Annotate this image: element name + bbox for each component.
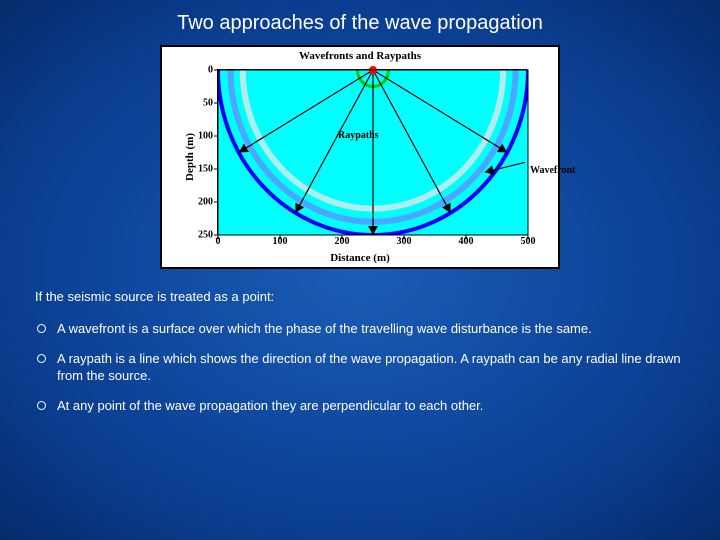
plot-svg	[218, 70, 528, 235]
chart-title: Wavefronts and Raypaths	[162, 50, 558, 62]
x-tick-label: 0	[216, 236, 221, 247]
x-tick-label: 300	[397, 236, 412, 247]
x-tick-label: 200	[335, 236, 350, 247]
chart-panel: Wavefronts and Raypaths Depth (m) Distan…	[162, 47, 558, 267]
y-tick-label: 250	[198, 230, 213, 241]
bullet-item: A raypath is a line which shows the dire…	[35, 344, 685, 391]
y-tick-label: 100	[198, 131, 213, 142]
intro-text: If the seismic source is treated as a po…	[0, 269, 720, 314]
raypaths-annotation: Raypaths	[338, 130, 379, 141]
chart-border: Wavefronts and Raypaths Depth (m) Distan…	[160, 45, 560, 269]
y-tick-label: 0	[208, 65, 213, 76]
bullet-item: A wavefront is a surface over which the …	[35, 314, 685, 344]
y-tick-label: 150	[198, 164, 213, 175]
x-tick-label: 500	[521, 236, 536, 247]
y-axis-label: Depth (m)	[184, 133, 196, 181]
bullet-item: At any point of the wave propagation the…	[35, 391, 685, 421]
chart-container: Wavefronts and Raypaths Depth (m) Distan…	[160, 45, 560, 269]
wavefront-annotation: Wavefront	[530, 165, 575, 176]
x-tick-label: 100	[273, 236, 288, 247]
x-axis-label: Distance (m)	[162, 252, 558, 264]
plot-area: Raypaths Wavefront 050100150200250010020…	[217, 69, 527, 234]
y-tick-label: 200	[198, 197, 213, 208]
y-tick-label: 50	[203, 98, 213, 109]
slide-title: Two approaches of the wave propagation	[0, 0, 720, 45]
x-tick-label: 400	[459, 236, 474, 247]
bullet-list: A wavefront is a surface over which the …	[0, 314, 720, 420]
